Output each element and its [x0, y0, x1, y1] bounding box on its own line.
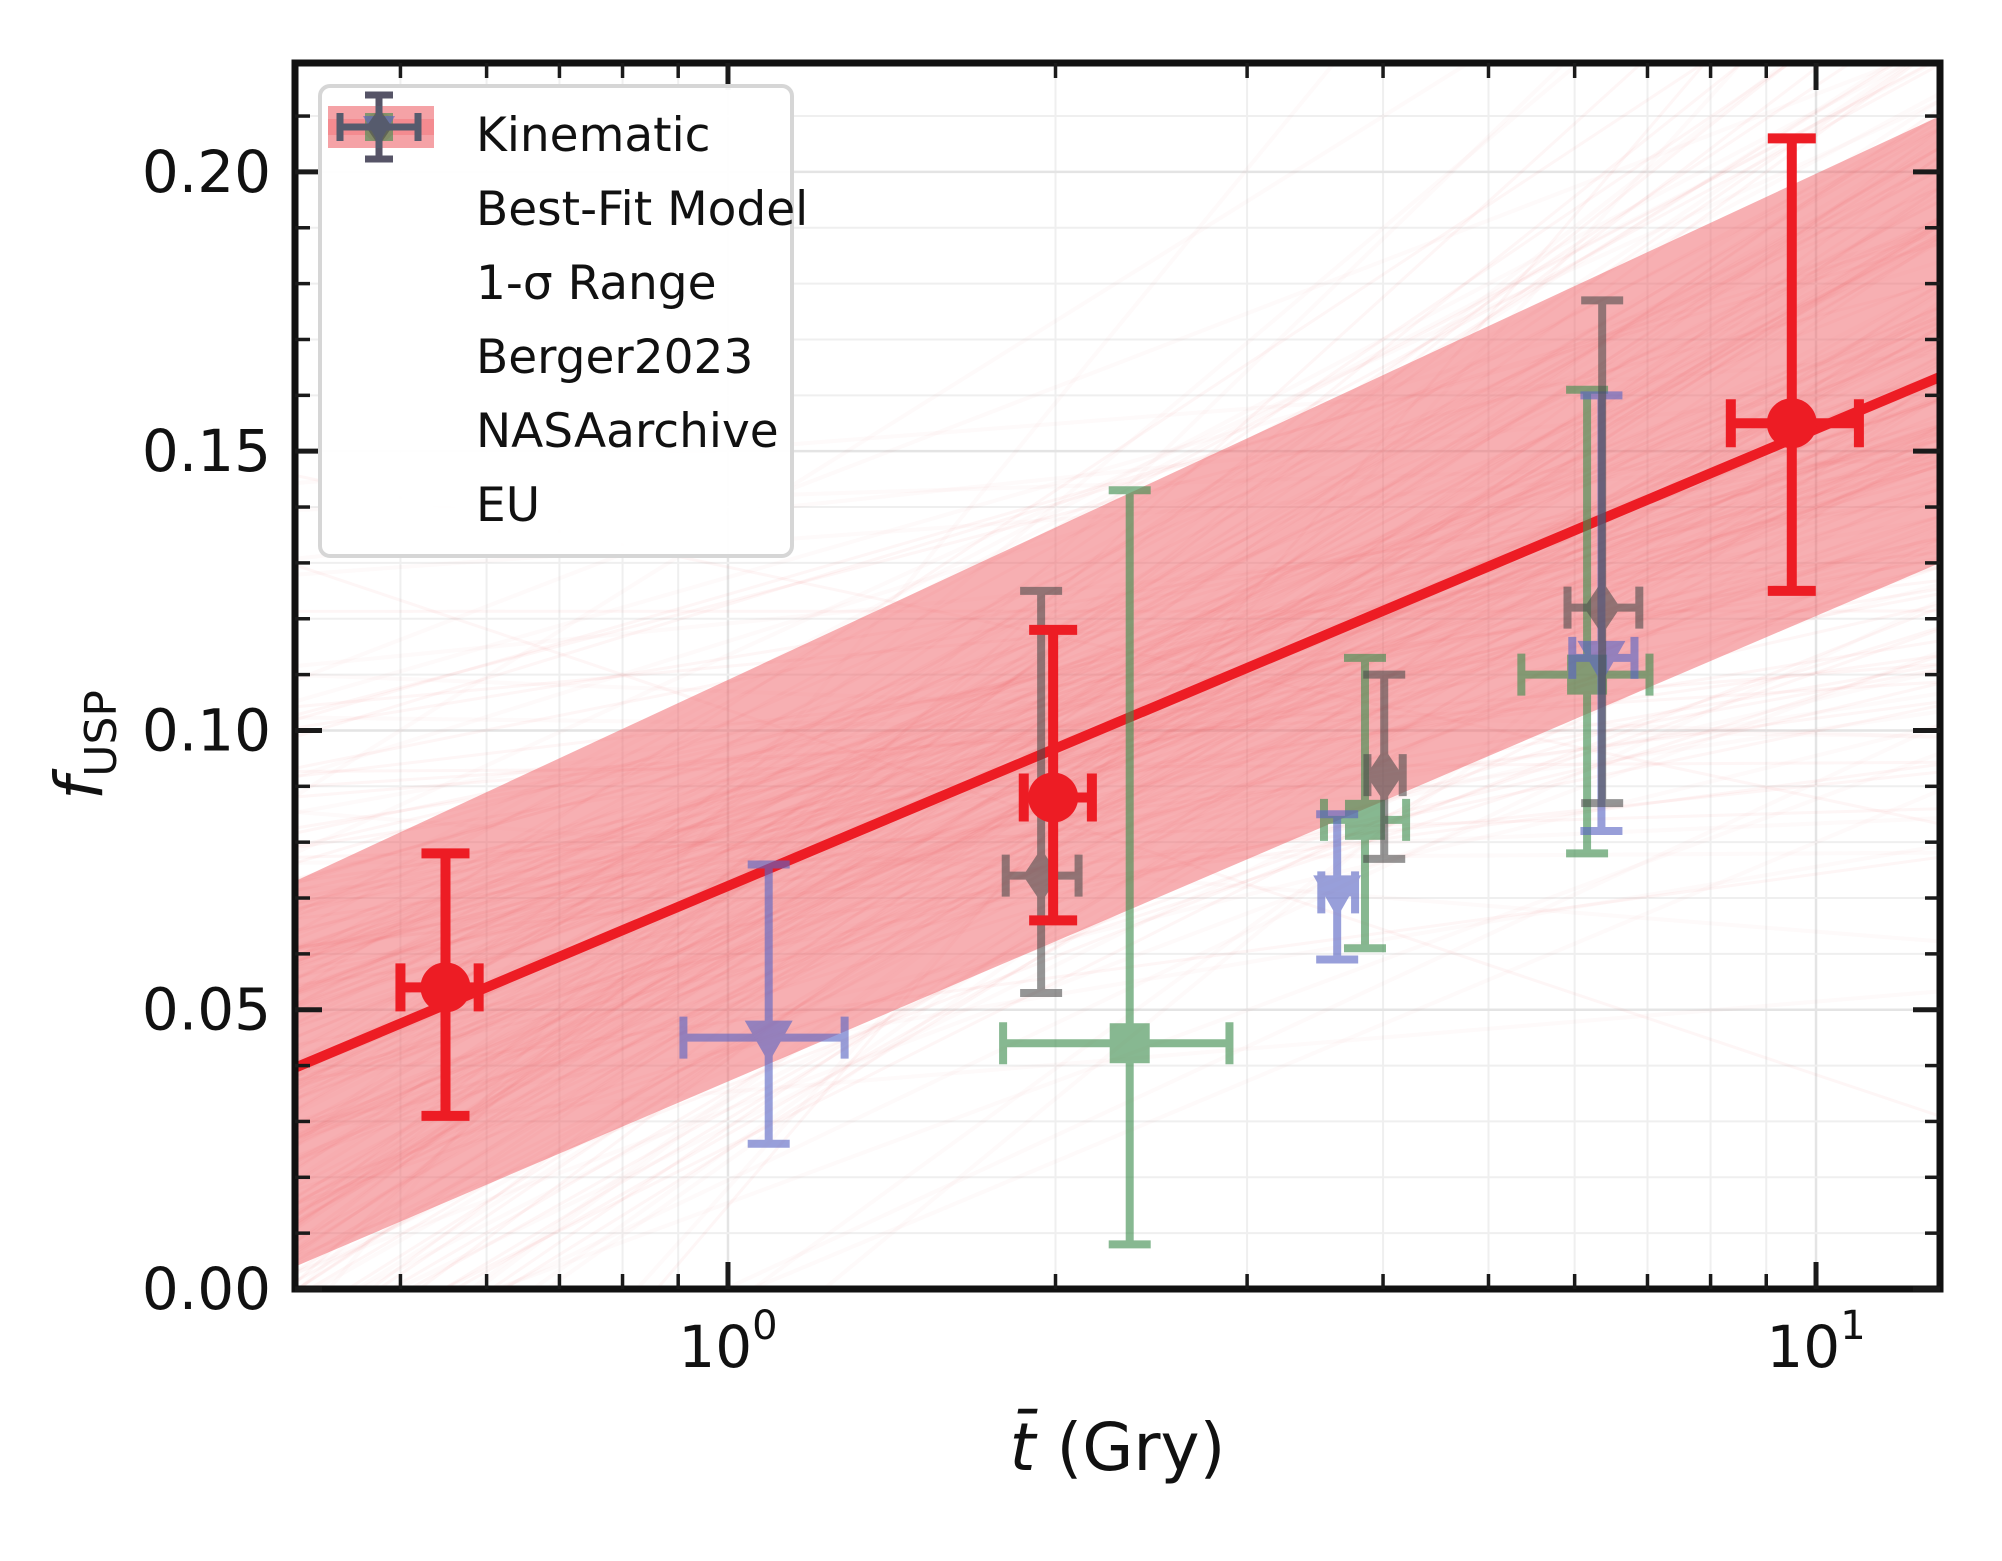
errorbar-point — [1313, 810, 1362, 964]
legend-label: Berger2023 — [476, 329, 754, 385]
best-fit-line — [295, 372, 1940, 1073]
sigma-band-swatch-icon — [328, 106, 460, 320]
data-point-marker — [1366, 748, 1403, 803]
data-point-marker — [1313, 875, 1362, 918]
best-fit-line-icon — [328, 119, 460, 246]
legend-label: NASAarchive — [476, 403, 779, 459]
eu-errorbar-marker-icon — [332, 91, 460, 542]
data-point-marker — [1109, 1023, 1150, 1064]
data-point-marker — [1344, 799, 1385, 840]
errorbar-point — [1018, 624, 1097, 926]
berger-errorbar-marker-icon — [332, 91, 460, 394]
legend-item-sigma-range: 1-σ Range — [328, 106, 774, 320]
nasa-errorbar-marker-icon — [332, 91, 460, 468]
data-point-marker — [1766, 398, 1817, 449]
legend-box: Kinematic Best-Fit Model 1-σ Range Berge… — [318, 84, 808, 558]
legend-label: Best-Fit Model — [476, 181, 809, 237]
data-point-marker — [1028, 772, 1079, 823]
errorbar-point — [1563, 296, 1644, 808]
y-tick-label: 0.15 — [142, 417, 271, 485]
x-axis-label: t̄ (Gry) — [1010, 1409, 1226, 1486]
legend-label: EU — [476, 477, 541, 533]
legend-label: 1-σ Range — [476, 255, 717, 311]
y-tick-label: 0.20 — [142, 138, 271, 206]
tick-labels: 0.00 0.05 0.10 0.15 0.20 100 101 — [142, 138, 1866, 1381]
legend-item-berger2023: Berger2023 — [332, 91, 774, 394]
legend-item-best-fit: Best-Fit Model — [328, 119, 808, 246]
errorbar-point — [999, 486, 1234, 1249]
legend-item-eu: EU — [332, 91, 774, 542]
y-tick-label: 0.10 — [142, 696, 271, 764]
errorbar-point — [1725, 133, 1864, 596]
series-Kinematic — [395, 133, 1864, 1121]
data-point-marker — [744, 1020, 793, 1063]
series-EU — [1001, 296, 1644, 997]
x-tick-label: 101 — [1766, 1303, 1865, 1381]
y-axis-label: fUSP — [41, 690, 127, 800]
data-point-marker — [1584, 580, 1621, 635]
y-tick-label: 0.05 — [142, 976, 271, 1044]
axis-ticks — [295, 63, 1940, 1292]
legend-label: Kinematic — [476, 107, 711, 163]
legend-item-nasaarchive: NASAarchive — [332, 91, 779, 468]
errorbar-point — [395, 848, 484, 1121]
x-tick-label: 100 — [678, 1303, 777, 1381]
y-tick-label: 0.00 — [142, 1255, 271, 1323]
errorbar-point — [679, 860, 849, 1148]
sigma-band — [295, 116, 1940, 1267]
data-point-marker — [420, 962, 471, 1013]
errorbar-point — [1363, 670, 1407, 863]
